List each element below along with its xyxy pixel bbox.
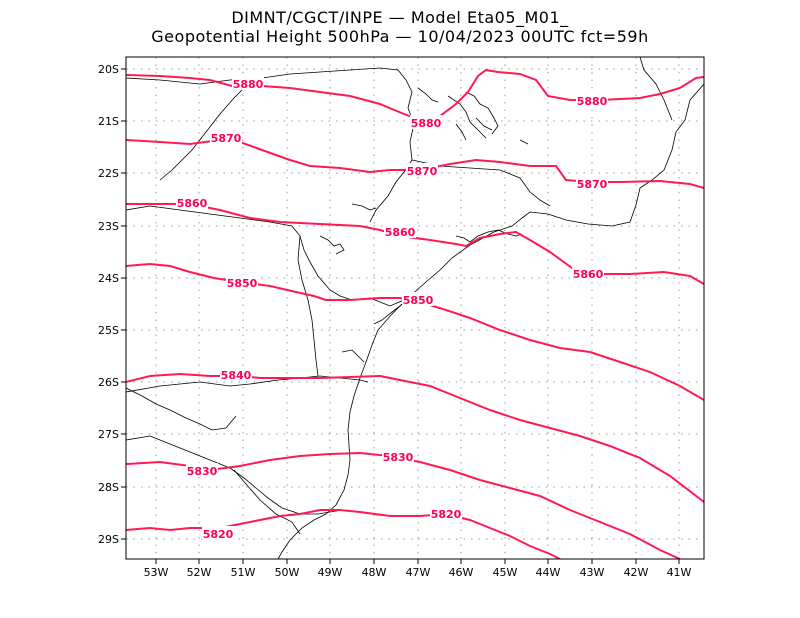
furnas-dam bbox=[465, 91, 499, 135]
lon-label: 50W bbox=[275, 566, 300, 579]
bay-pr-2 bbox=[341, 349, 365, 363]
lon-label: 44W bbox=[536, 566, 561, 579]
lat-label: 29S bbox=[98, 533, 119, 546]
contour-labels: 5880 5880 5880 5870 5870 5870 5860 5860 … bbox=[176, 76, 608, 541]
contour-label-5850-a: 5850 bbox=[227, 277, 258, 290]
title-line-1: DIMNT/CGCT/INPE — Model Eta05_M01_ bbox=[231, 8, 569, 27]
state-border-mg-sp bbox=[126, 67, 415, 223]
state-border-pr-west bbox=[297, 235, 319, 377]
lon-label: 48W bbox=[362, 566, 387, 579]
lat-label: 24S bbox=[98, 272, 119, 285]
contour-label-5860-c: 5860 bbox=[573, 268, 604, 281]
lon-labels: 53W 52W 51W 50W 49W 48W 47W 46W 45W 44W … bbox=[144, 566, 692, 579]
lon-label: 45W bbox=[493, 566, 518, 579]
contour-5840 bbox=[126, 372, 704, 503]
lat-label: 28S bbox=[98, 481, 119, 494]
bay-pr bbox=[373, 299, 407, 325]
lat-label: 27S bbox=[98, 428, 119, 441]
contour-5860 bbox=[126, 203, 704, 285]
contour-label-5860-b: 5860 bbox=[385, 226, 416, 239]
lakes-sp bbox=[319, 235, 345, 255]
contour-label-5880-c: 5880 bbox=[577, 95, 608, 108]
lat-label: 23S bbox=[98, 220, 119, 233]
lon-label: 51W bbox=[231, 566, 256, 579]
state-border-sc-rs bbox=[126, 435, 343, 515]
lon-label: 53W bbox=[144, 566, 169, 579]
contour-label-5820-b: 5820 bbox=[431, 508, 462, 521]
contour-label-5820-a: 5820 bbox=[203, 528, 234, 541]
state-border-ms bbox=[159, 85, 247, 181]
lon-label: 41W bbox=[667, 566, 692, 579]
lon-label: 42W bbox=[624, 566, 649, 579]
lon-label: 47W bbox=[406, 566, 431, 579]
contour-label-5870-a: 5870 bbox=[211, 132, 242, 145]
contour-label-5840: 5840 bbox=[221, 369, 252, 382]
coastline-and-borders bbox=[126, 57, 704, 559]
lakes-sp-2 bbox=[351, 203, 377, 211]
lon-label: 49W bbox=[318, 566, 343, 579]
lat-label: 20S bbox=[98, 63, 119, 76]
lat-label: 21S bbox=[98, 115, 119, 128]
lon-label: 43W bbox=[580, 566, 605, 579]
lon-label: 46W bbox=[449, 566, 474, 579]
coastline bbox=[277, 83, 704, 559]
title-line-2: Geopotential Height 500hPa — 10/04/2023 … bbox=[151, 27, 649, 46]
contour-label-5830-b: 5830 bbox=[383, 451, 414, 464]
contour-label-5870-b: 5870 bbox=[407, 165, 438, 178]
contour-5880-a bbox=[126, 68, 704, 122]
state-border-sp-mg bbox=[411, 159, 551, 207]
contour-label-5850-b: 5850 bbox=[403, 294, 434, 307]
tick-marks bbox=[121, 68, 680, 564]
map-frame bbox=[125, 56, 705, 560]
contour-5850 bbox=[126, 262, 704, 401]
lat-labels: 20S 21S 22S 23S 24S 25S 26S 27S 28S 29S bbox=[98, 63, 119, 546]
lon-label: 52W bbox=[187, 566, 212, 579]
state-border-rs bbox=[233, 469, 301, 535]
contour-5820 bbox=[126, 509, 561, 559]
contour-label-5830-a: 5830 bbox=[187, 465, 218, 478]
lat-label: 22S bbox=[98, 167, 119, 180]
state-border-es bbox=[639, 57, 673, 121]
country-border-west bbox=[126, 387, 237, 431]
islands-rj bbox=[455, 229, 523, 243]
contour-label-5860-a: 5860 bbox=[177, 197, 208, 210]
contour-label-5880-b: 5880 bbox=[411, 117, 442, 130]
contour-label-5870-c: 5870 bbox=[577, 178, 608, 191]
lakes-mg bbox=[417, 87, 529, 145]
contour-label-5880-a: 5880 bbox=[233, 78, 264, 91]
state-border-pr-sc bbox=[126, 375, 369, 393]
lat-label: 25S bbox=[98, 324, 119, 337]
lat-label: 26S bbox=[98, 376, 119, 389]
